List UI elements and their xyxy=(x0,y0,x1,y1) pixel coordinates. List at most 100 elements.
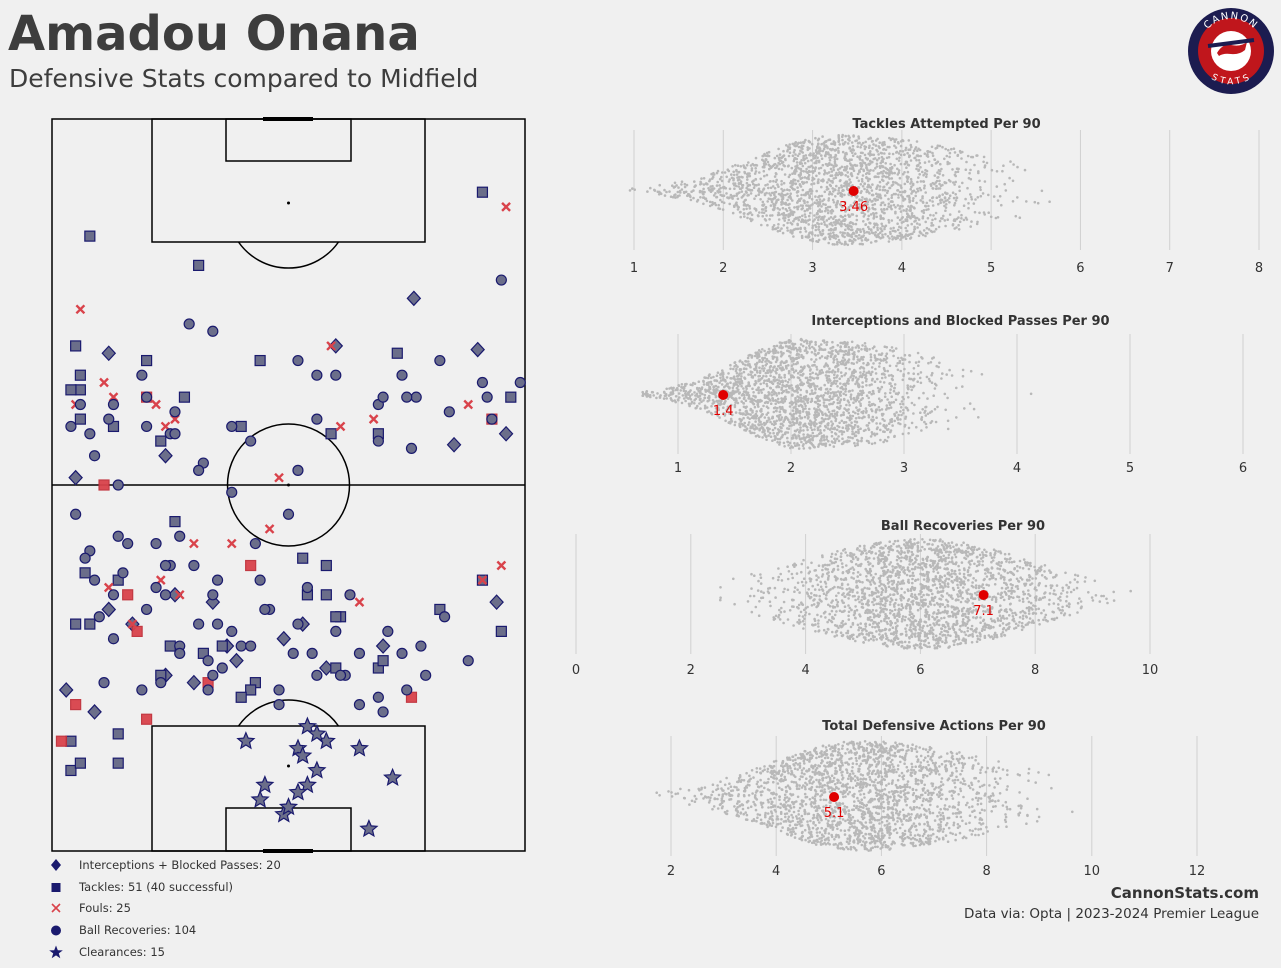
swarm-dot xyxy=(890,420,894,424)
swarm-dot xyxy=(658,183,661,187)
swarm-dot xyxy=(960,630,963,633)
swarm-dot xyxy=(805,425,809,429)
swarm-dot xyxy=(742,416,745,420)
swarm-dot xyxy=(733,423,737,427)
swarm-dot xyxy=(827,374,831,378)
swarm-dot xyxy=(897,196,900,199)
swarm-dot xyxy=(825,404,828,408)
swarm-dot xyxy=(750,397,754,401)
swarm-dot xyxy=(715,171,719,175)
swarm-dot xyxy=(819,431,823,435)
swarm-dot xyxy=(877,353,881,356)
swarm-dot xyxy=(899,410,902,413)
swarm-dot xyxy=(847,138,850,141)
swarm-dot xyxy=(889,575,892,579)
swarm-dot xyxy=(898,218,902,222)
swarm-dot xyxy=(923,186,926,190)
swarm-dot xyxy=(808,434,811,438)
swarm-dot xyxy=(811,226,814,230)
ball-recovery-marker xyxy=(226,420,238,433)
swarm-dot xyxy=(805,180,809,184)
swarm-dot xyxy=(788,401,792,405)
swarm-dot xyxy=(805,176,809,180)
swarm-dot xyxy=(842,189,845,192)
swarm-dot xyxy=(845,185,849,189)
swarm-dot xyxy=(943,219,947,222)
swarm-dot xyxy=(797,404,801,408)
swarm-dot xyxy=(789,181,792,185)
swarm-dot xyxy=(1003,608,1007,612)
swarm-dot xyxy=(814,418,817,422)
swarm-dot xyxy=(902,358,905,361)
swarm-dot xyxy=(800,159,803,162)
swarm-dot xyxy=(786,431,790,434)
swarm-dot xyxy=(810,340,813,344)
swarm-dot xyxy=(884,194,887,197)
swarm-dot xyxy=(785,359,788,363)
swarm-dot xyxy=(869,358,873,362)
swarm-dot xyxy=(871,193,875,197)
swarm-dot xyxy=(808,340,812,344)
tackle-marker xyxy=(235,420,247,433)
swarm-dot xyxy=(808,344,811,348)
swarm-dot xyxy=(785,214,788,217)
swarm-dot xyxy=(866,424,870,427)
swarm-dot xyxy=(783,417,787,420)
swarm-dot xyxy=(778,162,781,166)
swarm-dot xyxy=(738,372,742,375)
swarm-dot xyxy=(914,156,917,160)
swarm-dot xyxy=(854,616,857,620)
swarm-dot xyxy=(843,363,847,367)
swarm-dot xyxy=(773,204,776,208)
swarm-dot xyxy=(839,430,843,433)
swarm-dot xyxy=(860,410,863,414)
swarm-dot xyxy=(830,412,834,416)
swarm-dot xyxy=(815,202,819,205)
swarm-dot xyxy=(811,436,814,440)
swarm-dot xyxy=(816,414,819,418)
swarm-dot xyxy=(743,203,747,207)
swarm-dot xyxy=(804,154,808,157)
swarm-dot xyxy=(764,154,767,157)
swarm-dot xyxy=(870,403,874,406)
swarm-dot xyxy=(834,579,838,582)
swarm-dot xyxy=(996,216,1000,219)
swarm-dot xyxy=(782,420,785,423)
swarm-dot xyxy=(793,170,796,173)
swarm-dot xyxy=(895,151,898,154)
ball-recovery-marker xyxy=(211,574,224,586)
swarm-dot xyxy=(851,167,855,171)
swarm-dot xyxy=(791,598,794,602)
swarm-dot xyxy=(832,177,835,180)
swarm-dot xyxy=(799,204,803,207)
swarm-dot xyxy=(783,214,787,217)
swarm-dot xyxy=(910,542,913,546)
swarm-dot xyxy=(950,147,953,151)
tick-label: 5 xyxy=(987,261,995,276)
swarm-dot xyxy=(871,377,874,381)
swarm-dot xyxy=(702,379,705,383)
swarm-dot xyxy=(891,200,894,203)
swarm-dot xyxy=(782,368,785,371)
swarm-dot xyxy=(836,360,839,364)
swarm-dot xyxy=(766,160,770,164)
swarm-dot xyxy=(656,392,659,395)
swarm-dot xyxy=(813,385,816,388)
swarm-dot xyxy=(821,218,825,221)
swarm-dot xyxy=(783,376,786,379)
swarm-dot xyxy=(771,382,775,386)
swarm-dot xyxy=(754,194,758,198)
swarm-dot xyxy=(779,426,783,430)
swarm-dot xyxy=(704,182,708,185)
swarm-dot xyxy=(835,221,838,225)
swarm-dot xyxy=(772,345,776,348)
swarm-dot xyxy=(747,161,750,164)
swarm-dot xyxy=(810,399,814,403)
swarm-dot xyxy=(725,175,728,179)
swarm-dot xyxy=(711,402,714,405)
swarm-dot xyxy=(794,429,798,433)
swarm-dot xyxy=(741,361,744,364)
swarm-dot xyxy=(890,395,893,399)
ball-recovery-marker xyxy=(401,391,413,403)
swarm-dot xyxy=(704,406,707,409)
